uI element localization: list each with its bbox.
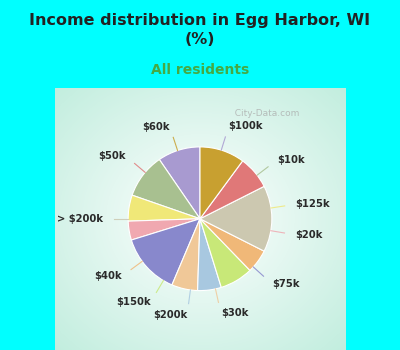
Wedge shape bbox=[128, 195, 200, 221]
Text: $40k: $40k bbox=[94, 271, 122, 281]
Text: $100k: $100k bbox=[229, 121, 263, 131]
Wedge shape bbox=[200, 161, 264, 219]
Wedge shape bbox=[128, 219, 200, 240]
Wedge shape bbox=[198, 219, 221, 290]
Text: $20k: $20k bbox=[295, 230, 323, 240]
Wedge shape bbox=[200, 219, 264, 271]
Wedge shape bbox=[131, 219, 200, 285]
Text: $200k: $200k bbox=[153, 310, 187, 320]
Text: $50k: $50k bbox=[99, 151, 126, 161]
Wedge shape bbox=[159, 147, 200, 219]
Text: $150k: $150k bbox=[116, 297, 151, 307]
Text: All residents: All residents bbox=[151, 63, 249, 77]
Wedge shape bbox=[200, 147, 243, 219]
Text: Income distribution in Egg Harbor, WI
(%): Income distribution in Egg Harbor, WI (%… bbox=[30, 13, 370, 47]
Text: $75k: $75k bbox=[272, 279, 299, 289]
Text: $60k: $60k bbox=[142, 122, 170, 132]
Wedge shape bbox=[172, 219, 200, 290]
Text: City-Data.com: City-Data.com bbox=[229, 108, 299, 118]
Wedge shape bbox=[132, 160, 200, 219]
Wedge shape bbox=[200, 186, 272, 251]
Text: $125k: $125k bbox=[296, 199, 330, 209]
Text: $10k: $10k bbox=[277, 155, 304, 165]
Text: > $200k: > $200k bbox=[57, 214, 103, 224]
Text: $30k: $30k bbox=[221, 308, 248, 318]
Wedge shape bbox=[200, 219, 250, 287]
